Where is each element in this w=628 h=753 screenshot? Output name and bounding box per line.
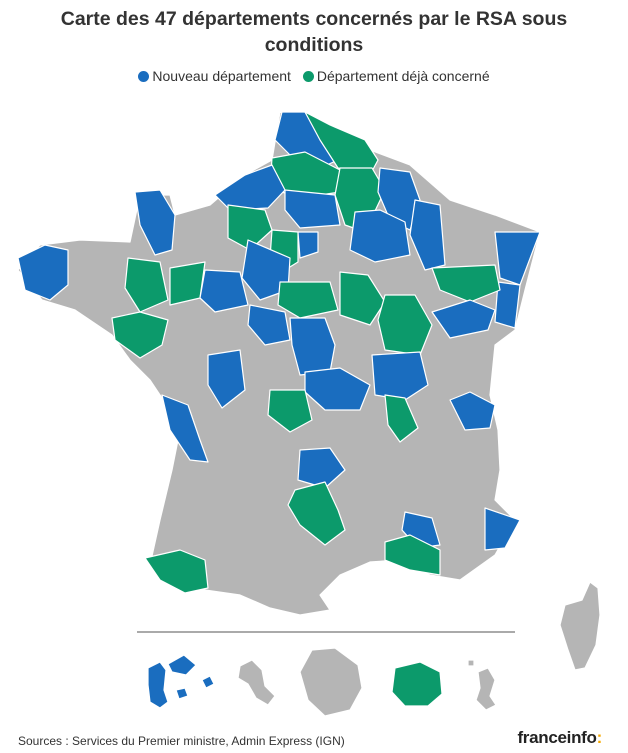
dept-deja bbox=[144, 549, 209, 594]
legend-dot-blue bbox=[138, 71, 150, 82]
legend-label-deja: Département déjà concerné bbox=[316, 68, 490, 84]
dept-deja bbox=[124, 257, 169, 313]
dept-nouveau bbox=[349, 209, 411, 263]
dept-nouveau bbox=[297, 447, 346, 489]
dept-nouveau bbox=[284, 189, 341, 229]
dept-nouveau bbox=[241, 239, 291, 301]
map-title: Carte des 47 départements concernés par … bbox=[60, 8, 568, 56]
dept-nouveau bbox=[134, 189, 176, 256]
franceinfo-logo: franceinfo: bbox=[517, 728, 602, 748]
source-footer: Sources : Services du Premier ministre, … bbox=[18, 734, 345, 748]
dept-deja bbox=[431, 264, 501, 303]
dept-nouveau bbox=[484, 507, 521, 551]
dept-deja bbox=[227, 204, 273, 251]
mayotte bbox=[467, 659, 497, 711]
dept-nouveau bbox=[247, 304, 291, 346]
dept-nouveau bbox=[449, 391, 496, 431]
dept-nouveau bbox=[494, 281, 521, 329]
legend-item-nouveau: Nouveau département bbox=[138, 68, 291, 84]
logo-text: franceinfo bbox=[517, 728, 597, 747]
france-map bbox=[17, 111, 601, 717]
corse bbox=[559, 581, 601, 671]
la-reunion bbox=[391, 661, 443, 707]
dept-deja bbox=[267, 389, 313, 433]
dept-deja bbox=[277, 281, 339, 319]
dept-nouveau bbox=[17, 244, 69, 301]
logo-colon: : bbox=[596, 728, 603, 747]
dept-deja bbox=[287, 481, 346, 546]
dept-deja bbox=[384, 394, 419, 443]
guadeloupe bbox=[147, 654, 215, 709]
dept-nouveau bbox=[297, 231, 319, 259]
dept-nouveau bbox=[207, 349, 246, 409]
dept-deja bbox=[304, 111, 379, 176]
legend-item-deja: Département déjà concerné bbox=[302, 68, 490, 84]
legend-label-nouveau: Nouveau département bbox=[152, 68, 291, 84]
legend-dot-green bbox=[302, 71, 314, 82]
legend: Nouveau département Département déjà con… bbox=[0, 68, 628, 84]
dept-deja bbox=[339, 271, 386, 326]
guyane bbox=[299, 647, 363, 717]
martinique bbox=[237, 659, 276, 706]
dept-nouveau bbox=[161, 394, 209, 463]
dept-nouveau bbox=[199, 269, 249, 313]
dept-deja bbox=[384, 534, 441, 576]
dept-nouveau bbox=[431, 299, 496, 339]
dept-nouveau bbox=[371, 351, 429, 401]
dept-deja bbox=[111, 311, 169, 359]
